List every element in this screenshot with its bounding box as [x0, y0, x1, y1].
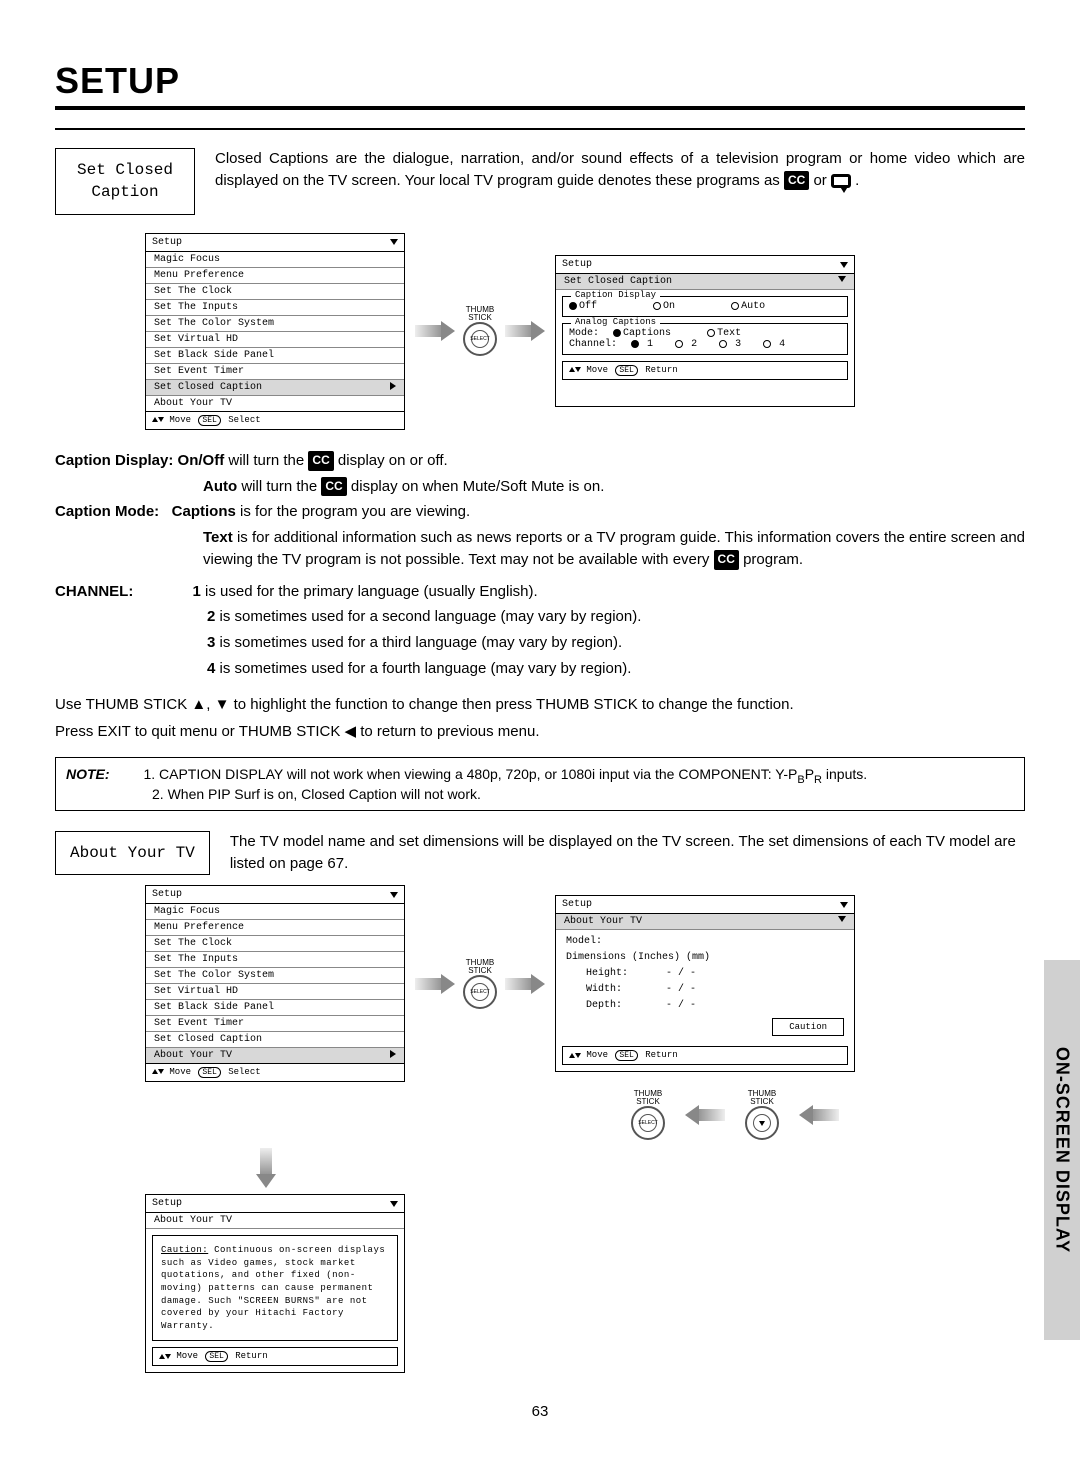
caption-display-group: Caption Display Off On Auto [562, 296, 848, 317]
osd-item: Set Virtual HD [146, 984, 404, 1000]
title-rule [55, 106, 1025, 110]
note-box: NOTE: 1. CAPTION DISPLAY will not work w… [55, 757, 1025, 811]
cc-icon: CC [784, 171, 809, 190]
arrow-right-icon [505, 978, 545, 990]
osd-item: About Your TV [146, 396, 404, 411]
arrow-right-icon [505, 325, 545, 337]
osd-item: Set Closed Caption [146, 1032, 404, 1048]
osd-item: Set Event Timer [146, 1016, 404, 1032]
cc-icon: CC [308, 451, 333, 470]
osd-item: Set Black Side Panel [146, 348, 404, 364]
osd-item-selected: Set Closed Caption [146, 380, 404, 396]
title-subrule [55, 128, 1025, 130]
closed-caption-intro: Closed Captions are the dialogue, narrat… [215, 148, 1025, 192]
osd-item: Set Event Timer [146, 364, 404, 380]
connector-3: THUMB STICK SELECT THUMB STICK [145, 1090, 1025, 1140]
arrow-right-icon [415, 978, 455, 990]
caution-inner: Caution: Continuous on-screen displays s… [152, 1235, 398, 1341]
about-your-tv-label: About Your TV [55, 831, 210, 875]
triangle-right-icon [390, 382, 396, 390]
arrow-down-icon [260, 1148, 272, 1188]
about-intro: The TV model name and set dimensions wil… [230, 831, 1025, 875]
arrow-left-icon [685, 1109, 725, 1121]
osd-item: Set The Color System [146, 316, 404, 332]
thumbstick-icon: THUMB STICK SELECT [463, 959, 497, 1009]
instructions-2: Press EXIT to quit menu or THUMB STICK ◀… [55, 721, 1025, 743]
cc-icon: CC [714, 550, 739, 569]
page-number: 63 [55, 1403, 1025, 1420]
osd-item-selected: About Your TV [146, 1048, 404, 1063]
cc-icon: CC [321, 477, 346, 496]
osd-item: Set The Clock [146, 936, 404, 952]
osd-item: Set The Clock [146, 284, 404, 300]
osd-item: Set The Inputs [146, 300, 404, 316]
page-title: SETUP [55, 60, 1025, 102]
osd-item: Menu Preference [146, 268, 404, 284]
osd-item: Set Virtual HD [146, 332, 404, 348]
about-row: About Your TV The TV model name and set … [55, 831, 1025, 875]
intro-text-1: Closed Captions are the dialogue, narrat… [215, 150, 1025, 189]
def-text: Text is for additional information such … [203, 527, 1025, 571]
def-caption-mode: Caption Mode: Captions is for the progra… [55, 501, 1025, 523]
osd-item: Set Black Side Panel [146, 1000, 404, 1016]
about-content: Model: Dimensions (Inches) (mm) Height:-… [556, 930, 854, 1040]
connector-1: THUMB STICK SELECT [415, 306, 545, 356]
diagram-about-tv: Setup Magic Focus Menu Preference Set Th… [145, 885, 1025, 1373]
side-tab-label: ON-SCREEN DISPLAY [1052, 1047, 1073, 1253]
speech-bubble-icon [831, 174, 851, 188]
osd-setup-menu-1: Setup Magic Focus Menu Preference Set Th… [145, 233, 405, 430]
osd-item: Magic Focus [146, 252, 404, 268]
osd-item: Set The Color System [146, 968, 404, 984]
side-tab: ON-SCREEN DISPLAY [1044, 960, 1080, 1340]
osd-item: Magic Focus [146, 904, 404, 920]
arrow-right-icon [415, 325, 455, 337]
osd-about-detail: Setup About Your TV Model: Dimensions (I… [555, 895, 855, 1072]
osd-cc-title: Setup [556, 256, 854, 274]
connector-2: THUMB STICK SELECT [415, 959, 545, 1009]
osd-item: Set The Inputs [146, 952, 404, 968]
thumbstick-icon: THUMB STICK [745, 1090, 779, 1140]
osd-setup-title-text-1: Setup [152, 237, 182, 248]
osd-setup-list-1: Magic Focus Menu Preference Set The Cloc… [146, 252, 404, 411]
def-channel-block: CHANNEL: 1 is used for the primary langu… [55, 581, 1025, 680]
osd-cc-detail: Setup Set Closed Caption Caption Display… [555, 255, 855, 407]
thumbstick-label-bottom: STICK [468, 314, 492, 322]
osd-cc-sub: Set Closed Caption [556, 274, 854, 290]
instructions-1: Use THUMB STICK ▲, ▼ to highlight the fu… [55, 694, 1025, 716]
osd-setup-menu-2: Setup Magic Focus Menu Preference Set Th… [145, 885, 405, 1082]
arrow-left-icon [799, 1109, 839, 1121]
diagram-closed-caption: Setup Magic Focus Menu Preference Set Th… [145, 233, 1025, 430]
osd-item: Menu Preference [146, 920, 404, 936]
osd-setup-title-1: Setup [146, 234, 404, 252]
set-closed-caption-label: Set Closed Caption [55, 148, 195, 215]
triangle-down-icon [390, 239, 398, 245]
intro-row: Set Closed Caption Closed Captions are t… [55, 148, 1025, 215]
def-caption-display: Caption Display: On/Off will turn the CC… [55, 450, 1025, 472]
thumbstick-icon: THUMB STICK SELECT [631, 1090, 665, 1140]
def-auto: Auto will turn the CC display on when Mu… [203, 476, 1025, 498]
analog-captions-group: Analog Captions Mode: Captions Text Chan… [562, 323, 848, 355]
caution-button: Caution [772, 1018, 844, 1036]
osd-cc-footer: Move SEL Return [562, 361, 848, 380]
intro-or: or [813, 172, 831, 189]
thumbstick-icon: THUMB STICK SELECT [463, 306, 497, 356]
osd-setup-footer-1: Move SEL Select [146, 411, 404, 429]
osd-caution-box: Setup About Your TV Caution: Continuous … [145, 1194, 405, 1373]
